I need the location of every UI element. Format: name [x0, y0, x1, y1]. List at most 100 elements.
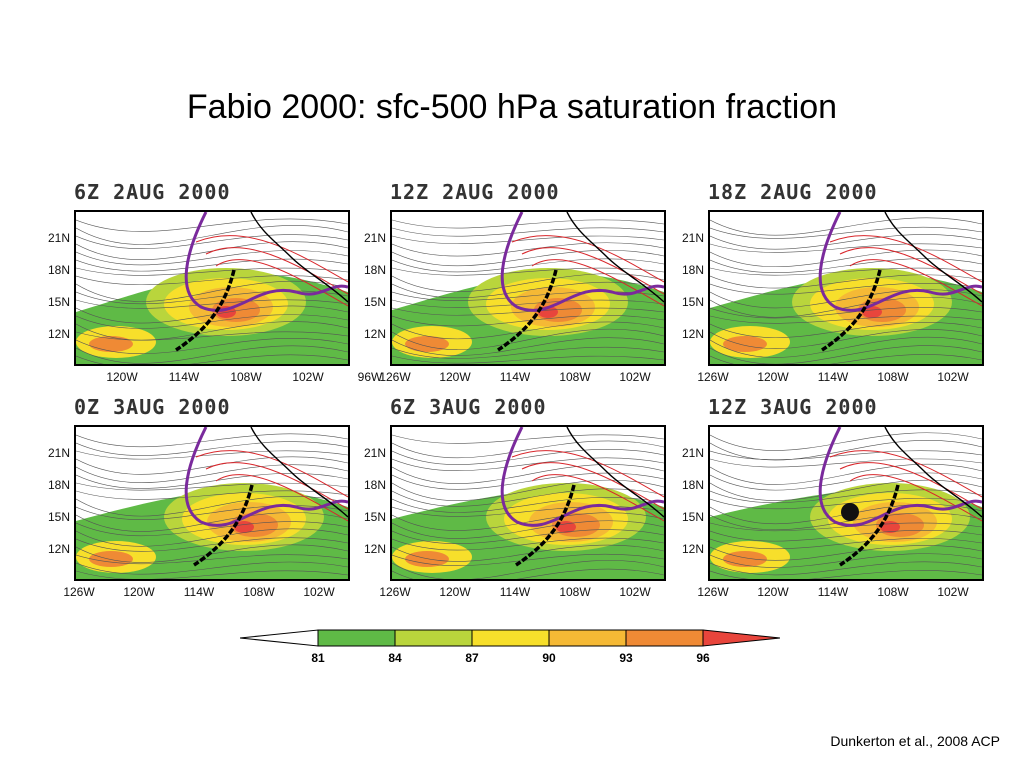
streamline: [392, 291, 664, 301]
longitude-label: 108W: [243, 585, 275, 599]
streamline: [76, 314, 348, 329]
red-contour: [829, 450, 982, 498]
latitude-label: 12N: [681, 542, 704, 556]
streamline: [392, 472, 664, 490]
moisture-shading: [89, 551, 133, 567]
longitude-label: 126W: [63, 585, 95, 599]
colorbar-tick-label: 84: [388, 651, 402, 665]
latitude-label: 21N: [681, 231, 704, 245]
map-plot: [392, 212, 664, 364]
colorbar-segment: [317, 629, 396, 647]
streamline: [710, 307, 982, 319]
streamline: [76, 267, 348, 276]
map-plot: [710, 212, 982, 364]
streamline: [392, 520, 664, 539]
streamline: [710, 432, 982, 451]
streamline: [76, 290, 348, 305]
streamline: [76, 505, 348, 520]
panel-title: 0Z 3AUG 2000: [74, 395, 231, 419]
streamline: [76, 456, 348, 475]
colorbar-segment: [471, 629, 550, 647]
streamline: [76, 512, 348, 532]
panel-title: 6Z 2AUG 2000: [74, 180, 231, 204]
critical-line: [818, 427, 982, 527]
red-contour: [849, 474, 982, 522]
longitude-label: 102W: [619, 370, 651, 384]
streamline: [710, 530, 982, 542]
latitude-label: 12N: [363, 542, 386, 556]
streamline: [710, 345, 982, 364]
red-contour: [829, 235, 982, 283]
longitude-label: 120W: [439, 370, 471, 384]
streamline: [710, 489, 982, 504]
streamline: [392, 227, 664, 237]
streamline: [710, 553, 982, 568]
colorbar-tick-label: 93: [619, 651, 633, 665]
moisture-shading: [723, 336, 767, 352]
streamline: [76, 495, 348, 517]
longitude-label: 114W: [168, 370, 200, 384]
streamline: [710, 217, 982, 236]
critical-line: [184, 212, 348, 312]
panel-title: 18Z 2AUG 2000: [708, 180, 878, 204]
panel-title: 12Z 2AUG 2000: [390, 180, 560, 204]
latitude-label: 21N: [47, 446, 70, 460]
moisture-shading: [89, 336, 133, 352]
latitude-label: 15N: [363, 510, 386, 524]
streamline: [392, 267, 664, 276]
streamline: [392, 457, 664, 471]
colorbar-tick-label: 81: [311, 651, 325, 665]
map-area: [708, 210, 984, 366]
longitude-label: 102W: [292, 370, 324, 384]
longitude-label: 114W: [499, 370, 531, 384]
streamline: [710, 226, 982, 239]
map-area: [390, 210, 666, 366]
latitude-label: 18N: [47, 263, 70, 277]
streamline: [76, 464, 348, 483]
streamline: [710, 283, 982, 295]
streamline: [76, 528, 348, 547]
streamline: [710, 498, 982, 510]
streamline: [392, 464, 664, 484]
longitude-label: 120W: [106, 370, 138, 384]
latitude-label: 21N: [47, 231, 70, 245]
coastline: [884, 427, 982, 518]
red-contour: [521, 247, 664, 295]
streamline: [76, 345, 348, 364]
latitude-label: 18N: [363, 478, 386, 492]
map-panel: 12Z 2AUG 2000 21N 18N 15N 12N 126W 120W 114W 108…: [350, 180, 666, 387]
longitude-label: 120W: [123, 585, 155, 599]
colorbar-tick-label: 87: [465, 651, 479, 665]
streamline: [710, 479, 982, 501]
map-area: [74, 210, 350, 366]
colorbar-segment: [625, 629, 704, 647]
streamline: [76, 299, 348, 309]
map-panel: 12Z 3AUG 2000 21N 18N 15N 12N 126W 120W 114W 108…: [668, 395, 984, 602]
streamline: [392, 235, 664, 244]
trough-axis: [515, 484, 576, 567]
streamline: [392, 219, 664, 229]
streamline: [76, 321, 348, 341]
latitude-label: 18N: [681, 478, 704, 492]
streamline: [392, 506, 664, 517]
streamline: [76, 337, 348, 355]
map-plot: [76, 427, 348, 579]
longitude-label: 114W: [499, 585, 531, 599]
streamline: [76, 482, 348, 491]
red-contour: [511, 235, 664, 283]
colorbar-segment: [702, 629, 780, 647]
panel-title: 12Z 3AUG 2000: [708, 395, 878, 419]
longitude-label: 114W: [817, 370, 849, 384]
red-contour: [521, 462, 664, 510]
longitude-label: 126W: [697, 585, 729, 599]
map-panel: 0Z 3AUG 2000 21N 18N 15N 12N 126W 120W 114W 108W…: [34, 395, 350, 602]
red-contour: [205, 247, 348, 295]
critical-line: [818, 212, 982, 312]
trough-axis: [821, 269, 882, 352]
colorbar-segment: [240, 629, 319, 647]
streamline: [710, 522, 982, 532]
streamline: [76, 280, 348, 302]
colorbar: [240, 629, 780, 647]
red-contour: [531, 259, 664, 307]
colorbar-segment: [394, 629, 473, 647]
